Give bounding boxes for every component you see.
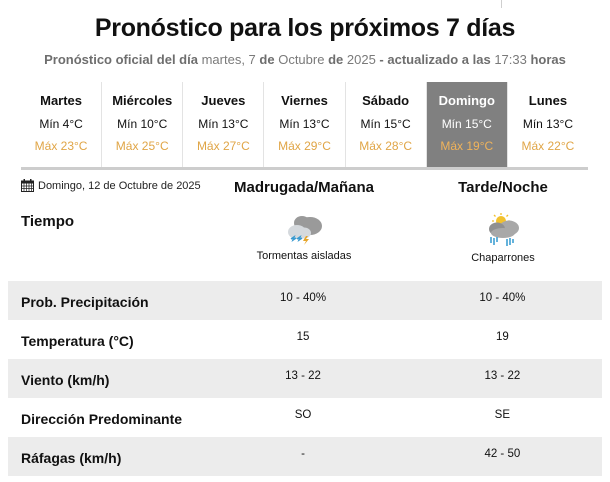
subtitle-updated-label: - actualizado a las [379, 52, 491, 67]
page-subtitle: Pronóstico oficial del día martes, 7 de … [0, 52, 610, 67]
day-name: Jueves [201, 93, 246, 108]
row-value-afternoon: 19 [495, 330, 509, 343]
table-row-gusts: Ráfagas (km/h) - 42 - 50 [8, 437, 602, 476]
row-value-morning: - [301, 447, 305, 460]
subtitle-suffix: horas [530, 52, 566, 67]
row-value-afternoon: 42 - 50 [484, 447, 521, 460]
thunderstorm-cloud-icon [288, 216, 322, 245]
table-row-precipitation: Prob. Precipitación 10 - 40% 10 - 40% [8, 281, 602, 320]
subtitle-time: 17:33 [494, 52, 527, 67]
column-header-morning: Madrugada/Mañana [233, 179, 375, 196]
weather-afternoon: Chaparrones [403, 212, 603, 264]
page-title: Pronóstico para los próximos 7 días [94, 14, 516, 42]
day-tab-sabado[interactable]: Sábado Mín 15°C Máx 28°C [346, 82, 427, 167]
calendar-icon [21, 179, 34, 192]
day-min-temp: Mín 4°C [39, 117, 83, 131]
row-value-morning: 13 - 22 [285, 369, 321, 382]
table-row-direction: Dirección Predominante SO SE [8, 398, 602, 437]
day-max-temp: Máx 27°C [196, 139, 250, 153]
row-label: Viento (km/h) [21, 371, 110, 388]
day-max-temp: Máx 25°C [115, 139, 169, 153]
selected-date: Domingo, 12 de Octubre de 2025 [21, 179, 201, 192]
subtitle-month: Octubre [278, 52, 325, 67]
row-value-morning: SO [294, 408, 312, 421]
row-value-morning: 15 [296, 330, 310, 343]
sun-cloud-rain-icon [489, 213, 519, 246]
subtitle-weekday: martes, 7 [201, 52, 256, 67]
day-name: Viernes [281, 93, 328, 108]
day-max-temp: Máx 29°C [278, 139, 331, 153]
weather-desc: Tormentas aisladas [256, 250, 352, 262]
row-value-afternoon: SE [494, 408, 511, 421]
row-value-afternoon: 10 - 40% [479, 291, 526, 304]
day-tab-lunes[interactable]: Lunes Mín 13°C Máx 22°C [508, 82, 588, 167]
selected-date-text: Domingo, 12 de Octubre de 2025 [38, 179, 201, 192]
subtitle-year: 2025 [346, 52, 376, 67]
day-name: Lunes [528, 93, 568, 108]
table-row-temperature: Temperatura (°C) 15 19 [8, 320, 602, 359]
day-min-temp: Mín 13°C [198, 117, 249, 131]
day-tab-miercoles[interactable]: Miércoles Mín 10°C Máx 25°C [102, 82, 184, 167]
day-max-temp: Máx 23°C [34, 139, 88, 153]
day-min-temp: Mín 13°C [279, 117, 330, 131]
day-tab-jueves[interactable]: Jueves Mín 13°C Máx 27°C [183, 82, 265, 167]
row-label: Dirección Predominante [21, 410, 183, 427]
day-name: Sábado [362, 93, 410, 108]
day-min-temp: Mín 15°C [441, 117, 492, 131]
top-divider [501, 0, 502, 8]
subtitle-de: de [259, 52, 275, 67]
day-max-temp: Máx 22°C [521, 139, 575, 153]
day-tab-viernes[interactable]: Viernes Mín 13°C Máx 29°C [264, 82, 346, 167]
day-max-temp: Máx 19°C [440, 139, 494, 153]
day-name: Domingo [438, 93, 495, 108]
day-tab-martes[interactable]: Martes Mín 4°C Máx 23°C [21, 82, 103, 167]
row-label: Temperatura (°C) [21, 332, 134, 349]
subtitle-prefix: Pronóstico oficial del día [44, 52, 198, 67]
table-row-wind: Viento (km/h) 13 - 22 13 - 22 [8, 359, 602, 398]
row-value-morning: 10 - 40% [280, 291, 327, 304]
row-label: Prob. Precipitación [21, 293, 149, 310]
tiempo-label: Tiempo [21, 213, 75, 230]
day-name: Miércoles [112, 93, 173, 108]
subtitle-de: de [328, 52, 344, 67]
row-label: Ráfagas (km/h) [21, 449, 122, 466]
forecast-table: Prob. Precipitación 10 - 40% 10 - 40% Te… [8, 281, 602, 476]
day-tabs: Martes Mín 4°C Máx 23°C Miércoles Mín 10… [21, 82, 588, 170]
day-name: Martes [40, 93, 83, 108]
weather-morning: Tormentas aisladas [204, 212, 404, 262]
day-min-temp: Mín 15°C [360, 117, 411, 131]
day-min-temp: Mín 13°C [522, 117, 573, 131]
day-tab-domingo[interactable]: Domingo Mín 15°C Máx 19°C [426, 82, 508, 167]
day-max-temp: Máx 28°C [359, 139, 413, 153]
day-min-temp: Mín 10°C [117, 117, 168, 131]
row-value-afternoon: 13 - 22 [484, 369, 521, 382]
column-header-afternoon: Tarde/Noche [458, 179, 548, 196]
weather-desc: Chaparrones [471, 252, 535, 264]
